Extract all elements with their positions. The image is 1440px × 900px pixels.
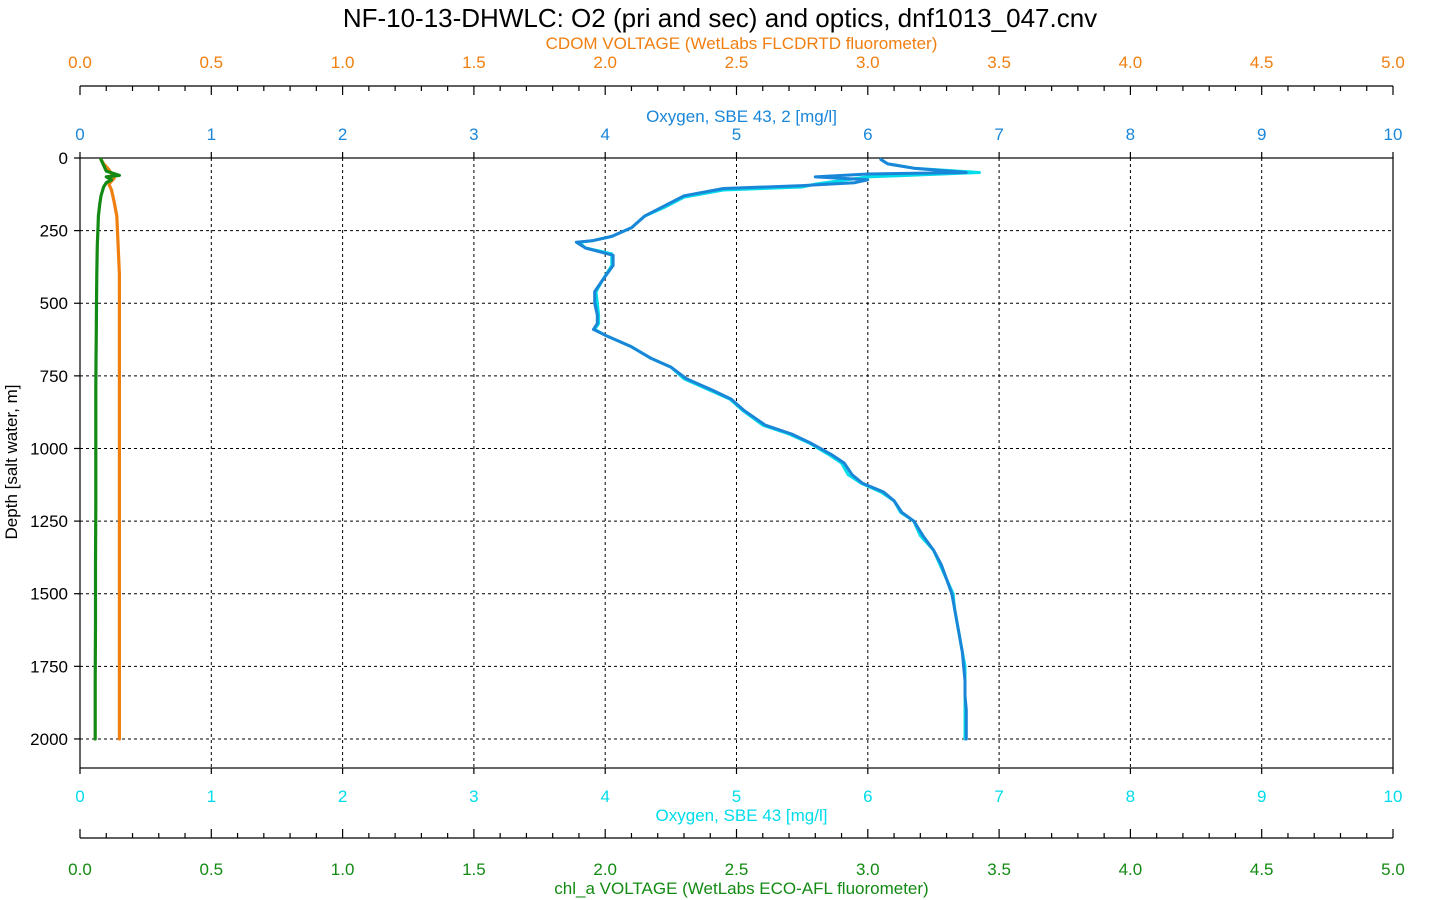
x-tick-label-oxy1: 2 bbox=[338, 787, 347, 806]
x-tick-label-cdom: 3.5 bbox=[987, 53, 1011, 72]
x-axis-title-oxy2: Oxygen, SBE 43, 2 [mg/l] bbox=[646, 107, 837, 126]
x-axis-title-chl: chl_a VOLTAGE (WetLabs ECO-AFL fluoromet… bbox=[554, 879, 928, 898]
x-tick-label-oxy1: 10 bbox=[1384, 787, 1403, 806]
grid-layer bbox=[79, 157, 1394, 769]
series-line-cdom bbox=[99, 157, 122, 741]
x-tick-label-cdom: 4.0 bbox=[1119, 53, 1143, 72]
y-tick-label: 1500 bbox=[30, 585, 68, 604]
x-tick-label-cdom: 2.5 bbox=[725, 53, 749, 72]
x-tick-label-cdom: 1.5 bbox=[462, 53, 486, 72]
x-tick-label-oxy1: 3 bbox=[469, 787, 478, 806]
series-line-chl bbox=[93, 157, 122, 741]
x-tick-label-chl: 0.5 bbox=[199, 860, 223, 879]
y-tick-label: 2000 bbox=[30, 730, 68, 749]
x-tick-label-oxy2: 6 bbox=[863, 125, 872, 144]
x-tick-label-oxy2: 1 bbox=[207, 125, 216, 144]
x-tick-label-oxy1: 9 bbox=[1257, 787, 1266, 806]
chart-title: NF-10-13-DHWLC: O2 (pri and sec) and opt… bbox=[343, 3, 1097, 33]
x-tick-label-oxy2: 8 bbox=[1126, 125, 1135, 144]
y-tick-label: 750 bbox=[40, 367, 68, 386]
x-tick-label-chl: 2.5 bbox=[725, 860, 749, 879]
x-tick-label-chl: 0.0 bbox=[68, 860, 92, 879]
x-tick-label-oxy1: 6 bbox=[863, 787, 872, 806]
x-tick-label-chl: 5.0 bbox=[1381, 860, 1405, 879]
x-tick-label-oxy2: 2 bbox=[338, 125, 347, 144]
y-tick-label: 1000 bbox=[30, 439, 68, 458]
y-tick-label: 250 bbox=[40, 222, 68, 241]
y-axis-title: Depth [salt water, m] bbox=[2, 385, 21, 540]
x-tick-label-oxy1: 7 bbox=[994, 787, 1003, 806]
x-tick-label-chl: 4.5 bbox=[1250, 860, 1274, 879]
x-tick-label-oxy2: 10 bbox=[1384, 125, 1403, 144]
x-tick-label-chl: 4.0 bbox=[1119, 860, 1143, 879]
x-tick-label-oxy1: 5 bbox=[732, 787, 741, 806]
series-layer bbox=[93, 157, 981, 741]
series-line-oxy1 bbox=[577, 158, 981, 741]
x-tick-label-chl: 1.0 bbox=[331, 860, 355, 879]
x-tick-label-oxy1: 4 bbox=[600, 787, 609, 806]
x-tick-label-cdom: 3.0 bbox=[856, 53, 880, 72]
x-tick-label-oxy2: 7 bbox=[994, 125, 1003, 144]
x-tick-label-cdom: 0.5 bbox=[199, 53, 223, 72]
x-tick-label-oxy1: 0 bbox=[75, 787, 84, 806]
y-tick-label: 0 bbox=[59, 149, 68, 168]
x-tick-label-oxy1: 8 bbox=[1126, 787, 1135, 806]
x-tick-label-cdom: 4.5 bbox=[1250, 53, 1274, 72]
x-tick-label-cdom: 5.0 bbox=[1381, 53, 1405, 72]
series-line-oxy2 bbox=[574, 158, 968, 741]
x-tick-label-cdom: 0.0 bbox=[68, 53, 92, 72]
x-axis-title-oxy1: Oxygen, SBE 43 [mg/l] bbox=[656, 806, 828, 825]
y-tick-label: 500 bbox=[40, 294, 68, 313]
x-tick-label-oxy2: 9 bbox=[1257, 125, 1266, 144]
x-tick-label-oxy2: 3 bbox=[469, 125, 478, 144]
x-tick-label-chl: 2.0 bbox=[593, 860, 617, 879]
y-tick-label: 1750 bbox=[30, 657, 68, 676]
y-tick-label: 1250 bbox=[30, 512, 68, 531]
x-tick-label-oxy2: 0 bbox=[75, 125, 84, 144]
x-axis-title-cdom: CDOM VOLTAGE (WetLabs FLCDRTD fluoromete… bbox=[546, 34, 938, 53]
x-tick-label-oxy2: 4 bbox=[600, 125, 609, 144]
x-tick-label-chl: 1.5 bbox=[462, 860, 486, 879]
x-tick-label-oxy2: 5 bbox=[732, 125, 741, 144]
x-tick-label-chl: 3.0 bbox=[856, 860, 880, 879]
x-tick-label-cdom: 1.0 bbox=[331, 53, 355, 72]
x-tick-label-chl: 3.5 bbox=[987, 860, 1011, 879]
x-tick-label-cdom: 2.0 bbox=[593, 53, 617, 72]
x-tick-label-oxy1: 1 bbox=[207, 787, 216, 806]
